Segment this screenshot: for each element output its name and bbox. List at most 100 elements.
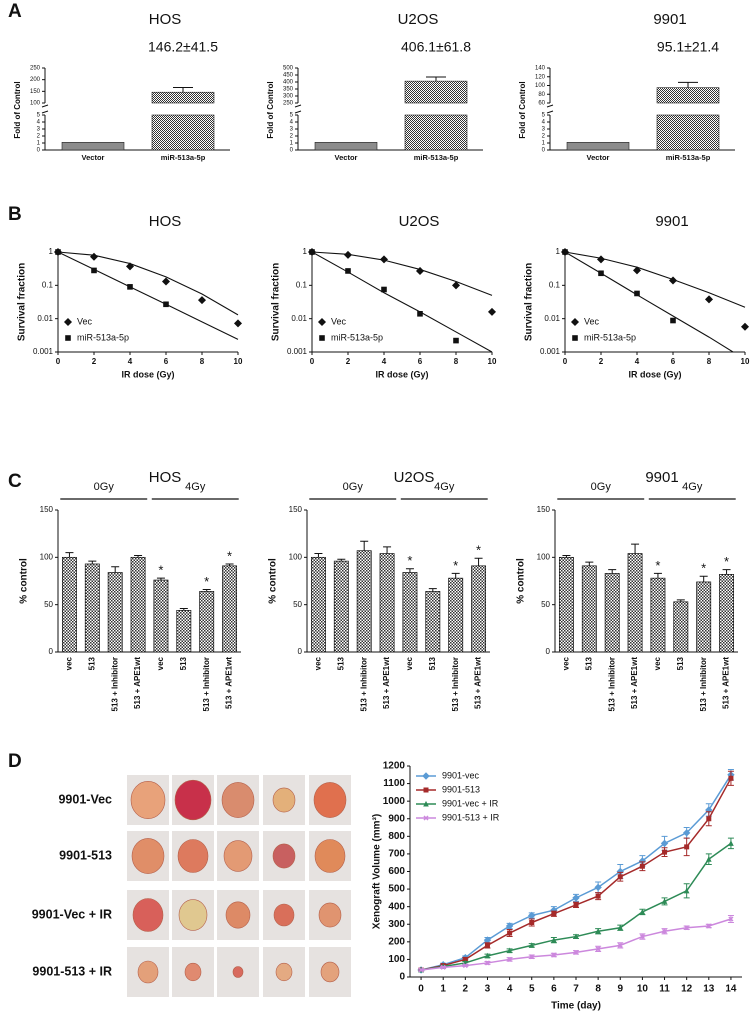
error-bar <box>156 577 165 581</box>
chart-title: U2OS <box>394 469 435 486</box>
y-tick-label: 4 <box>290 120 294 126</box>
y-tick-label: 0 <box>290 148 294 154</box>
x-tick-label: 513 + Inhibitor <box>110 657 119 711</box>
fit-curve <box>312 251 493 352</box>
bar <box>356 550 372 653</box>
tumor <box>272 787 296 813</box>
error-bar <box>65 552 74 558</box>
x-tick-label: Vector <box>587 153 610 162</box>
x-tick-label: 14 <box>725 984 737 995</box>
y-tick-label: 100 <box>289 552 303 561</box>
bar <box>199 591 215 653</box>
marker <box>551 936 557 943</box>
marker <box>706 923 712 929</box>
marker <box>594 883 602 892</box>
x-tick-label: 8 <box>454 357 459 366</box>
significance-star: * <box>227 548 232 563</box>
group-label: 0Gy <box>591 481 612 493</box>
marker <box>507 956 513 962</box>
error-bar <box>173 87 193 93</box>
y-tick-label: 1 <box>542 141 546 147</box>
y-tick-label: 500 <box>283 66 294 72</box>
tumor <box>275 962 293 982</box>
legend-marker <box>63 317 73 327</box>
y-axis-label: % control <box>268 558 279 604</box>
fit-curve <box>565 251 735 352</box>
y-tick-label: 5 <box>290 113 294 119</box>
x-axis-label: IR dose (Gy) <box>375 369 428 379</box>
y-tick-label: 0.01 <box>544 314 560 323</box>
marker <box>662 849 668 855</box>
y-tick-label: 250 <box>283 101 294 107</box>
y-tick-label: 150 <box>30 89 41 95</box>
significance-star: * <box>701 561 706 576</box>
photo-row-label: 9901-Vec <box>58 792 112 806</box>
bar <box>404 80 468 104</box>
y-tick-label: 0.001 <box>287 347 308 356</box>
legend-marker <box>65 335 71 341</box>
x-tick-label: 0 <box>56 357 61 366</box>
x-tick-label: miR-513a-5p <box>666 153 711 162</box>
y-axis-label: Xenograft Volume (mm³) <box>372 814 383 929</box>
marker <box>573 949 579 955</box>
legend-marker <box>423 800 429 807</box>
x-tick-label: 8 <box>707 357 712 366</box>
y-axis-label: Fold of Control <box>518 81 527 138</box>
marker <box>528 942 535 948</box>
bar <box>333 560 349 653</box>
x-tick-label: 6 <box>418 357 423 366</box>
error-bar <box>225 563 234 566</box>
significance-star: * <box>407 553 412 568</box>
bar <box>107 572 123 653</box>
bar <box>650 577 666 653</box>
y-tick-label: 500 <box>388 884 405 895</box>
tumor <box>174 779 212 821</box>
y-tick-label: 0 <box>37 148 41 154</box>
marker <box>551 952 557 958</box>
significance-star: * <box>453 558 458 573</box>
bar <box>176 609 192 653</box>
x-tick-label: 10 <box>234 357 243 366</box>
y-tick-label: 0 <box>542 148 546 154</box>
tumor <box>320 961 340 983</box>
marker <box>639 908 646 915</box>
x-tick-label: 2 <box>92 357 97 366</box>
marker <box>127 284 133 290</box>
bar <box>61 556 77 653</box>
axis-break <box>41 110 49 114</box>
error-bar <box>722 569 731 575</box>
x-tick-label: 7 <box>573 984 579 995</box>
x-tick-label: miR-513a-5p <box>414 153 459 162</box>
legend-label: Vec <box>331 316 347 326</box>
x-tick-label: 513 + APE1wt <box>630 657 639 709</box>
x-tick-label: 513 + Inhibitor <box>451 657 460 711</box>
marker <box>562 249 568 255</box>
bar <box>310 556 326 653</box>
y-tick-label: 120 <box>535 74 546 80</box>
marker <box>506 947 513 954</box>
x-tick-label: 4 <box>128 357 133 366</box>
bar <box>656 114 720 151</box>
photo-row-label: 9901-Vec + IR <box>32 907 112 921</box>
tumor <box>223 840 253 872</box>
marker <box>668 276 678 285</box>
bar <box>448 577 464 653</box>
tumor <box>314 839 346 873</box>
y-tick-label: 3 <box>37 127 41 133</box>
x-tick-label: 6 <box>164 357 169 366</box>
marker <box>595 946 601 952</box>
y-axis-label: Survival fraction <box>271 263 282 341</box>
significance-star: * <box>204 574 209 589</box>
x-axis-label: Time (day) <box>551 1001 601 1012</box>
x-tick-label: 6 <box>671 357 676 366</box>
chart-title: U2OS <box>399 213 440 230</box>
x-tick-label: 513 + APE1wt <box>382 657 391 709</box>
y-tick-label: 1200 <box>383 761 406 772</box>
bar <box>627 553 643 653</box>
y-tick-label: 300 <box>283 94 294 100</box>
y-tick-label: 100 <box>537 552 551 561</box>
marker <box>345 268 351 274</box>
marker <box>662 928 668 934</box>
group-label: 0Gy <box>94 481 115 493</box>
y-tick-label: 0.1 <box>549 280 561 289</box>
